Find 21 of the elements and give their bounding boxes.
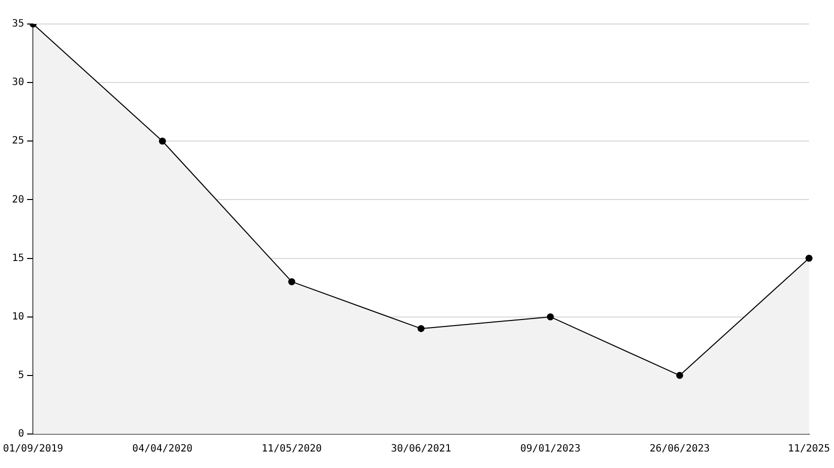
y-tick-label: 20: [12, 194, 24, 206]
point: [288, 278, 296, 286]
x-tick-label: 11/05/2020: [262, 444, 322, 455]
x-tick-label: 09/01/2023: [520, 444, 580, 455]
y-tick-label: 10: [12, 311, 24, 322]
y-tick-label: 35: [12, 18, 24, 30]
y-tick-label: 30: [12, 77, 24, 88]
x-tick-label: 04/04/2020: [132, 444, 193, 455]
point: [418, 325, 425, 332]
x-tick-label: 26/06/2023: [650, 444, 710, 455]
x-tick-label: 30/06/2021: [390, 444, 452, 455]
y-tick-label: 5: [18, 370, 24, 382]
point: [806, 254, 812, 262]
point: [546, 313, 554, 320]
point: [676, 372, 684, 379]
x-tick-label: 01/09/2019: [2, 444, 64, 455]
y-tick-label: 25: [12, 136, 24, 147]
x-tick-label: 11/2025: [788, 444, 830, 455]
y-tick-label: 15: [12, 252, 24, 264]
point: [158, 138, 166, 145]
y-tick-label: 0: [18, 428, 24, 440]
